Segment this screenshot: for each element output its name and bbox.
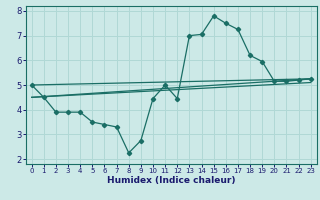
X-axis label: Humidex (Indice chaleur): Humidex (Indice chaleur) [107, 176, 236, 185]
